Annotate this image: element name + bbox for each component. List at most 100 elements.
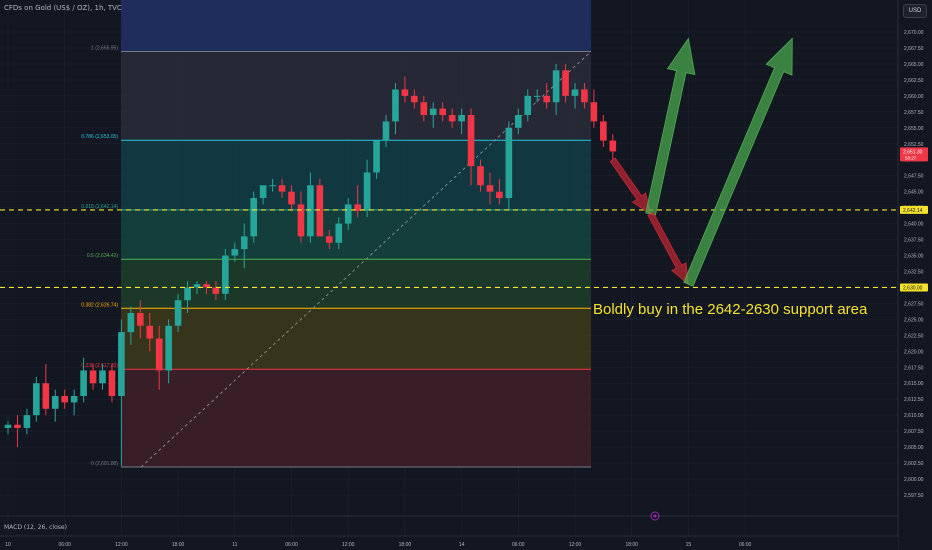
candle-body (259, 185, 267, 199)
candle-body (344, 204, 352, 224)
candle-body (307, 185, 314, 237)
candle-body (212, 287, 220, 294)
candle (420, 95, 428, 122)
candle-body (467, 115, 475, 167)
time-tick-label: 06:00 (739, 542, 752, 548)
candle (505, 121, 513, 211)
fib-extension-zone (121, 0, 591, 52)
currency-badge[interactable]: USD (903, 4, 927, 18)
candle (316, 178, 324, 237)
candle (496, 178, 503, 205)
candle (515, 108, 522, 135)
candle-body (571, 89, 579, 96)
candle (137, 300, 144, 339)
candle-body (316, 185, 324, 237)
candle-body (4, 424, 12, 428)
fib-zone (121, 140, 591, 210)
candlesticks (4, 63, 617, 467)
candle-body (448, 115, 456, 122)
price-tick-label: 2,625.00 (904, 317, 924, 323)
time-tick-label: 11 (232, 542, 237, 548)
candle (259, 185, 267, 205)
price-tick-label: 2,622.50 (904, 333, 924, 339)
candle (600, 115, 607, 147)
event-marker-icon (650, 511, 660, 521)
candle (429, 102, 437, 128)
candle-body (552, 70, 560, 103)
candle-body (137, 312, 144, 326)
projection-arrows[interactable] (609, 37, 793, 287)
support-lines[interactable] (0, 209, 898, 289)
time-tick-label: 06:00 (58, 542, 71, 548)
candle-body (373, 140, 380, 173)
candle (401, 76, 409, 103)
price-tick-label: 2,610.00 (904, 413, 924, 419)
candle-body (269, 185, 276, 187)
event-marker-dot (653, 514, 657, 518)
price-tick-label: 2,657.50 (904, 110, 924, 116)
candle (42, 364, 50, 416)
candle-body (600, 121, 607, 141)
support-price-label: 2,630.00 (900, 283, 928, 292)
price-tick-label: 2,607.50 (904, 429, 924, 435)
candle (80, 357, 87, 403)
candle (467, 108, 475, 186)
candle (203, 281, 210, 294)
candle-body (458, 115, 465, 122)
price-tick-label: 2,620.00 (904, 349, 924, 355)
candle (448, 108, 456, 128)
candle-body (496, 191, 503, 199)
time-tick-label: 12:00 (115, 542, 128, 548)
candle-body (477, 166, 484, 186)
candle-body (42, 383, 50, 409)
time-tick-label: 18:00 (625, 542, 638, 548)
candle-body (562, 70, 569, 96)
candle (33, 376, 40, 422)
fib-level-label: 0.382 (2,626.74) (81, 302, 118, 308)
candle-body (146, 325, 154, 339)
candle (552, 63, 560, 116)
fib-zone (121, 369, 591, 468)
price-tick-label: 2,652.50 (904, 142, 924, 148)
candle (240, 223, 248, 269)
fib-level-label: 0 (2,601.88) (91, 461, 118, 467)
candle-body (288, 191, 295, 205)
candle (562, 63, 569, 103)
candle (533, 89, 541, 103)
candle (382, 115, 390, 147)
time-tick-label: 06:00 (285, 542, 298, 548)
candle-body (533, 95, 541, 97)
fibonacci-retracement[interactable]: 1 (2,666.95) 0.786 (2,653.05) 0.618 (2,642… (81, 0, 592, 468)
candle (250, 191, 257, 243)
candle-body (335, 223, 343, 243)
candle-body (439, 108, 446, 116)
candle (335, 217, 343, 250)
candle-body (184, 287, 191, 301)
fib-level-label: 1 (2,666.95) (91, 45, 118, 51)
candle (543, 83, 550, 109)
candle-body (420, 102, 428, 116)
countdown-label-text: 58:27 (905, 155, 917, 160)
time-tick-label: 06:00 (512, 542, 525, 548)
fib-zone (121, 51, 591, 141)
candle-body (155, 338, 163, 371)
candle (165, 319, 172, 384)
fib-level-label: 0.786 (2,653.05) (81, 134, 118, 140)
price-tick-label: 2,665.00 (904, 62, 924, 68)
candle-body (429, 108, 437, 116)
candle (61, 389, 68, 409)
candle-body (127, 312, 135, 333)
candle (174, 293, 182, 333)
candle-body (609, 140, 617, 152)
price-label-background (900, 283, 928, 292)
support-annotation-text[interactable]: Boldly buy in the 2642-2630 support area (593, 301, 868, 318)
fib-zone (121, 308, 591, 370)
candle-body (108, 370, 116, 397)
price-tick-label: 2,645.00 (904, 190, 924, 196)
candle (477, 159, 484, 192)
event-marker-ring (650, 511, 660, 521)
macd-indicator-label[interactable]: MACD (12, 26, close) (4, 524, 67, 531)
candle-body (411, 95, 418, 103)
